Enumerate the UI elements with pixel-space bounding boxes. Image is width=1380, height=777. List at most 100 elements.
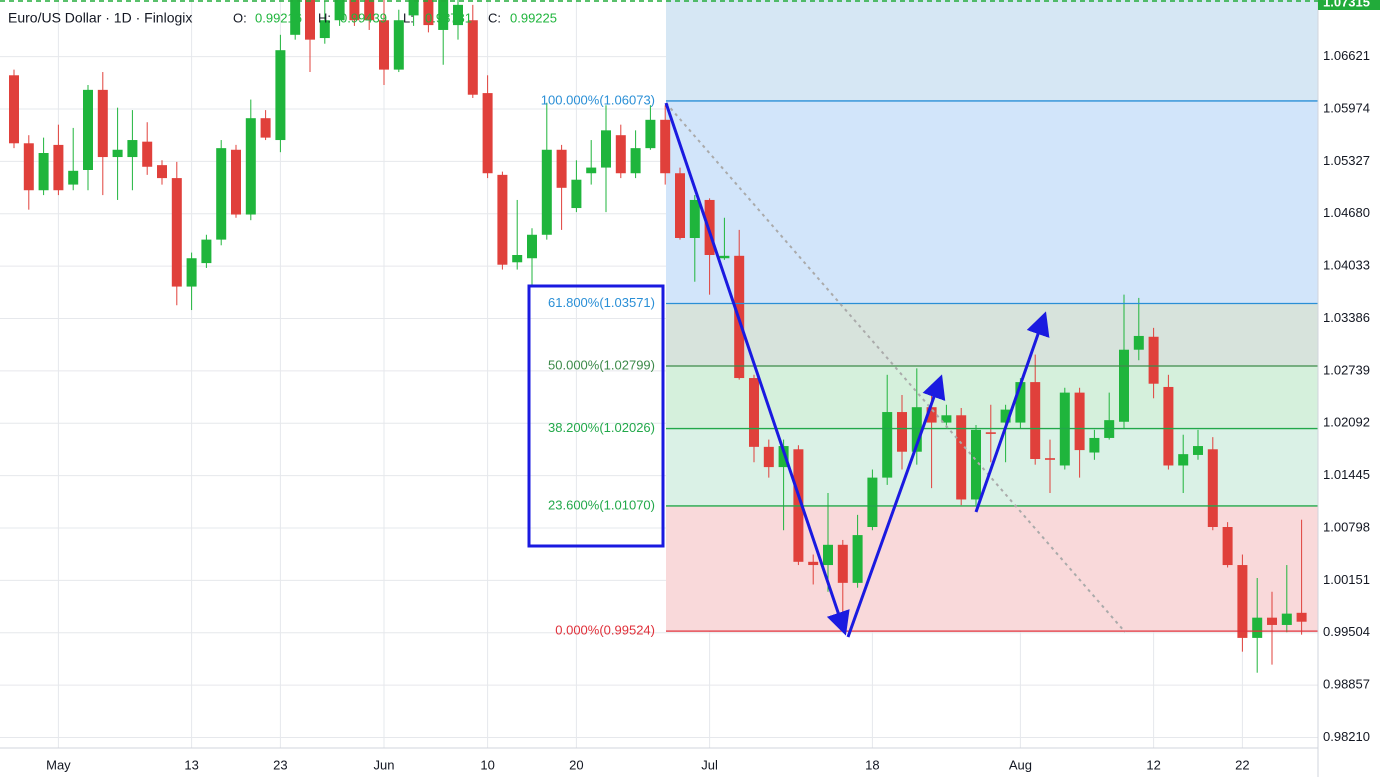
x-tick-label: 10: [480, 757, 494, 772]
candle-body: [68, 170, 79, 185]
candle-body: [23, 143, 34, 191]
x-tick-label: 22: [1235, 757, 1249, 772]
candle-body: [971, 429, 981, 500]
candle-body: [53, 144, 64, 191]
candle-body: [1148, 336, 1159, 384]
fib-zone: [666, 365, 1318, 429]
candle-body: [1267, 617, 1277, 625]
candle-body: [556, 149, 567, 188]
candle-body: [1237, 565, 1248, 638]
candle-body: [926, 407, 937, 423]
last-price-label: 1.07315: [1323, 0, 1370, 9]
candle-body: [1074, 392, 1085, 451]
candle-body: [38, 153, 49, 191]
fib-label: 100.000%(1.06073): [541, 92, 655, 107]
ohlc-label: O:: [233, 10, 247, 25]
highlight-box: [527, 284, 665, 548]
candle-body: [1000, 409, 1011, 423]
ohlc-value: 0.99439: [340, 10, 387, 25]
y-tick-label: 1.00151: [1323, 572, 1370, 587]
ohlc-value: 0.98781: [425, 10, 472, 25]
candle-body: [689, 199, 700, 238]
candle-body: [837, 544, 848, 583]
y-tick-label: 1.03386: [1323, 310, 1370, 325]
x-tick-label: Aug: [1009, 757, 1032, 772]
candle-body: [1133, 335, 1144, 350]
x-tick-label: Jul: [701, 757, 718, 772]
candle-body: [1045, 458, 1055, 460]
candle-body: [1015, 382, 1026, 423]
candle-body: [290, 0, 301, 35]
candle-body: [231, 149, 241, 215]
annotations: [527, 102, 1126, 638]
candle-body: [911, 407, 922, 452]
candle-body: [660, 119, 671, 174]
candle-body: [778, 446, 789, 468]
arrow: [974, 311, 1050, 513]
candle-body: [216, 148, 227, 240]
y-tick-label: 1.02092: [1323, 415, 1370, 430]
fib-label: 61.800%(1.03571): [548, 295, 655, 310]
x-tick-label: May: [46, 757, 71, 772]
candle-body: [867, 477, 878, 527]
fib-label: 38.200%(1.02026): [548, 420, 655, 435]
fib-zone: [666, 100, 1318, 304]
candle-body: [245, 118, 256, 215]
y-tick-label: 1.05974: [1323, 100, 1370, 115]
candle-body: [319, 20, 330, 39]
fib-label: 23.600%(1.01070): [548, 497, 655, 512]
candle-body: [305, 0, 315, 40]
candle-body: [142, 141, 153, 167]
candle-body: [527, 234, 537, 259]
candle-body: [497, 174, 508, 265]
y-tick-label: 1.04033: [1323, 258, 1370, 273]
candles: [9, 0, 1307, 673]
ohlc-value: 0.99225: [510, 10, 557, 25]
fib-zone: [666, 0, 1318, 101]
ohlc-value: 0.99216: [255, 10, 302, 25]
ohlc-label: C:: [488, 10, 501, 25]
fib-zone: [666, 303, 1318, 366]
candle-body: [808, 561, 819, 566]
candle-body: [9, 75, 19, 144]
last-price-box: [1318, 0, 1380, 10]
fib-label: 0.000%(0.99524): [555, 623, 655, 638]
candle-body: [985, 432, 996, 434]
candle-body: [482, 93, 493, 174]
candle-body: [171, 178, 182, 287]
candle-body: [1193, 446, 1203, 455]
candle-body: [615, 135, 626, 174]
y-tick-label: 0.99504: [1323, 624, 1370, 639]
fib-zones: [666, 0, 1318, 632]
fib-zone: [666, 505, 1318, 632]
candle-body: [586, 167, 597, 174]
trend-line: [665, 102, 1126, 633]
fib-label: 50.000%(1.02799): [548, 357, 655, 372]
candle-body: [1119, 349, 1129, 422]
y-tick-label: 1.06621: [1323, 48, 1370, 63]
candle-body: [364, 0, 375, 21]
candle-body: [186, 258, 197, 287]
candle-body: [941, 415, 952, 423]
candle-body: [645, 119, 656, 149]
candle-body: [1207, 449, 1218, 527]
y-tick-label: 1.05327: [1323, 153, 1370, 168]
x-tick-label: 12: [1146, 757, 1160, 772]
candle-body: [423, 0, 434, 26]
x-tick-label: Jun: [374, 757, 395, 772]
x-tick-label: 23: [273, 757, 287, 772]
fib-lines: 100.000%(1.06073) 61.800%(1.03571) 50.000%…: [541, 92, 1318, 638]
candle-body: [157, 165, 167, 179]
candle-body: [201, 239, 212, 264]
x-tick-label: 18: [865, 757, 879, 772]
x-tick-label: 20: [569, 757, 583, 772]
arrow: [846, 374, 946, 638]
candle-body: [438, 0, 449, 30]
candle-body: [453, 4, 463, 26]
y-tick-label: 0.98857: [1323, 677, 1370, 692]
candle-body: [882, 412, 893, 478]
candle-body: [1252, 617, 1263, 638]
candle-body: [1030, 382, 1041, 459]
